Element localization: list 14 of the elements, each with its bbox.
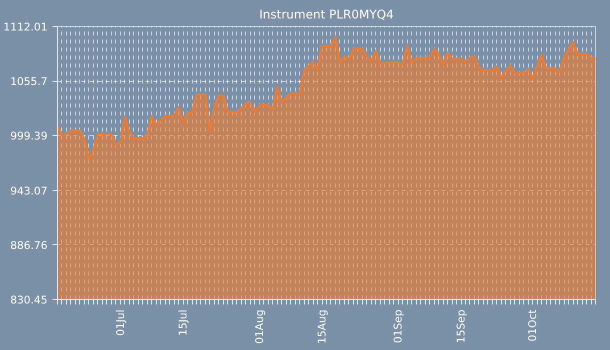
y-tick-label: 886.76 xyxy=(10,238,48,252)
y-tick-label: 943.07 xyxy=(10,184,48,198)
x-tick-label: 01Jul xyxy=(114,309,127,336)
y-tick-label: 830.45 xyxy=(10,294,48,306)
x-tick-label: 01Aug xyxy=(252,309,266,344)
y-tick-label: 999.39 xyxy=(10,130,48,143)
x-tick-label: 01Sep xyxy=(392,309,405,344)
chart-title: Instrument PLR0MYQ4 xyxy=(259,8,394,22)
x-tick-label: 01Oct xyxy=(526,310,540,342)
y-tick-label: 1112.01 xyxy=(3,20,48,34)
x-tick-label: 15Aug xyxy=(316,309,329,344)
y-tick-label: 1055.7 xyxy=(10,75,48,88)
x-tick-label: 15Sep xyxy=(454,309,468,344)
x-tick-label: 15Jul xyxy=(176,309,190,336)
